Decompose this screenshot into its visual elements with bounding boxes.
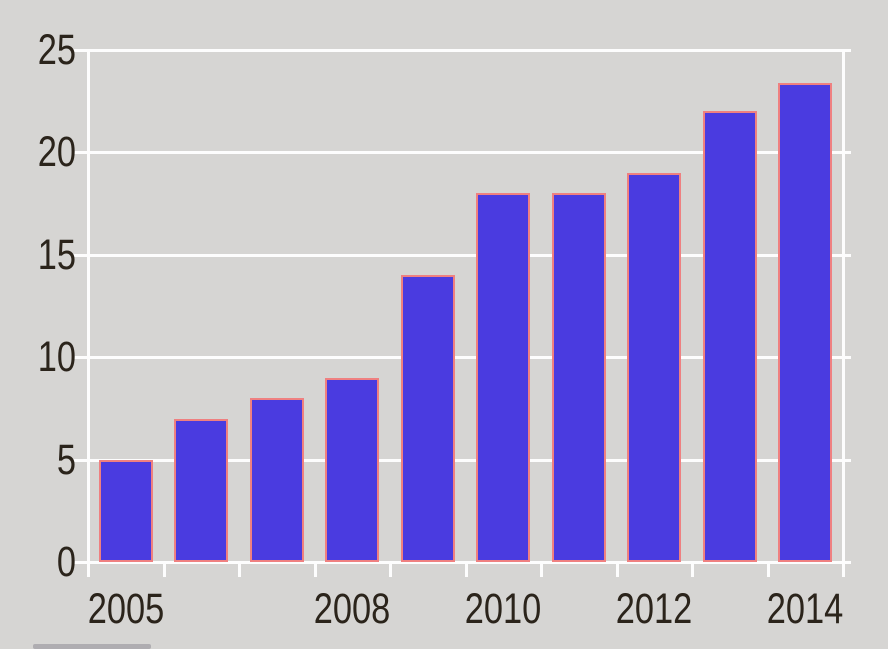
y-axis-label: 0 (56, 538, 76, 586)
y-axis-label: 10 (37, 333, 76, 381)
gridline-15 (73, 254, 851, 257)
x-tick (616, 562, 619, 577)
y-axis-line (87, 50, 90, 565)
x-tick (389, 562, 392, 577)
bar-2008 (325, 378, 379, 562)
x-axis-label: 2005 (87, 585, 165, 633)
x-tick (842, 562, 845, 577)
x-axis-label: 2010 (464, 585, 542, 633)
bar-2006 (174, 419, 228, 562)
x-tick (87, 562, 90, 577)
y-axis-label: 20 (37, 128, 76, 176)
x-tick (465, 562, 468, 577)
gridline-25 (73, 49, 851, 52)
x-axis-label: 2008 (313, 585, 391, 633)
bar-2014 (778, 83, 832, 562)
x-tick (238, 562, 241, 577)
x-tick (163, 562, 166, 577)
y-axis-label: 15 (37, 231, 76, 279)
bar-2011 (552, 193, 606, 562)
x-tick (767, 562, 770, 577)
bar-2009 (401, 275, 455, 562)
y-axis-label: 25 (37, 26, 76, 74)
gridline-10 (73, 356, 851, 359)
gridline-0 (73, 561, 851, 564)
gridline-5 (73, 459, 851, 462)
x-tick (314, 562, 317, 577)
gridline-20 (73, 151, 851, 154)
x-tick (540, 562, 543, 577)
y-axis-label: 5 (56, 436, 76, 484)
bar-2007 (250, 398, 304, 562)
bar-2012 (627, 173, 681, 562)
x-axis-label: 2014 (766, 585, 844, 633)
x-tick (691, 562, 694, 577)
x-axis-label: 2012 (615, 585, 693, 633)
bar-2005 (99, 460, 153, 562)
bar-2013 (703, 111, 757, 562)
bar-2010 (476, 193, 530, 562)
plot-right-border (842, 50, 845, 565)
cropped-text-remnant (33, 644, 151, 649)
